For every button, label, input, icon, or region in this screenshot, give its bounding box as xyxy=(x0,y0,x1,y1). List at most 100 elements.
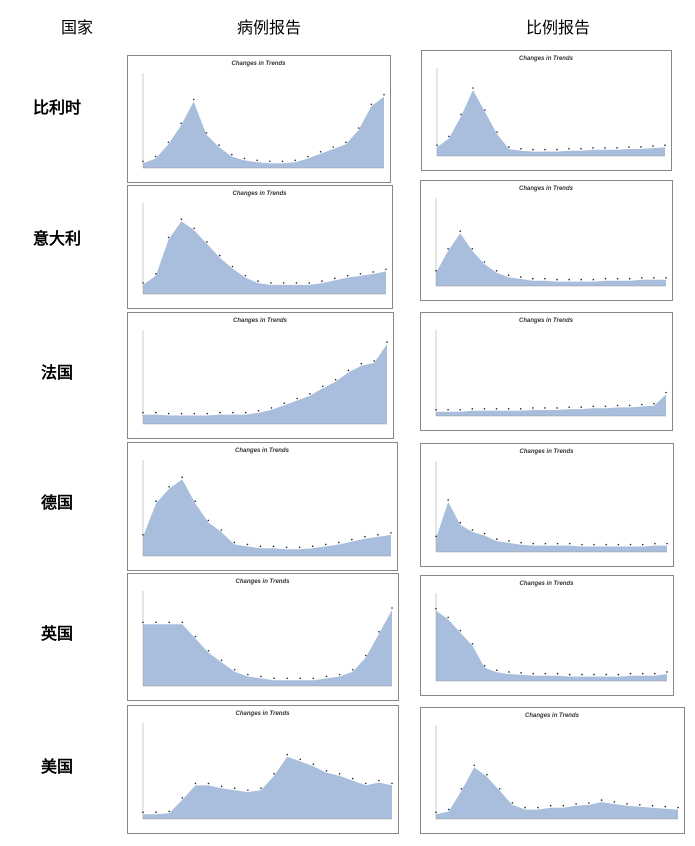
point xyxy=(641,672,644,675)
point xyxy=(285,546,288,549)
point xyxy=(345,141,347,144)
point xyxy=(231,265,234,268)
point xyxy=(507,408,510,410)
point xyxy=(471,248,474,250)
point xyxy=(581,673,583,676)
point xyxy=(181,797,184,799)
point xyxy=(471,529,474,531)
point xyxy=(568,147,570,150)
area xyxy=(436,233,666,286)
point xyxy=(167,141,170,144)
header-cases: 病例报告 xyxy=(237,18,301,37)
point xyxy=(294,159,297,162)
point xyxy=(391,782,393,785)
chart-title: Changes in Trends xyxy=(519,318,574,324)
point xyxy=(364,654,367,657)
point xyxy=(155,621,157,624)
chart-title: Changes in Trends xyxy=(520,581,575,587)
point xyxy=(299,677,302,680)
point xyxy=(351,668,354,671)
point xyxy=(556,278,558,281)
point xyxy=(532,148,534,151)
point xyxy=(495,270,498,272)
point xyxy=(435,535,437,538)
point xyxy=(447,499,449,501)
point xyxy=(508,146,510,148)
point xyxy=(532,277,534,280)
area xyxy=(436,767,678,819)
point xyxy=(593,543,595,546)
point xyxy=(435,811,437,814)
area xyxy=(143,479,391,556)
point xyxy=(370,103,373,106)
point xyxy=(334,277,336,280)
point xyxy=(308,282,311,284)
point xyxy=(588,802,590,804)
point xyxy=(321,280,323,282)
point xyxy=(628,277,631,280)
chart-title: Changes in Trends xyxy=(519,56,574,62)
point xyxy=(486,773,488,776)
point xyxy=(616,147,618,149)
point xyxy=(364,782,367,785)
point xyxy=(270,407,273,409)
point xyxy=(498,788,501,790)
point xyxy=(142,411,144,414)
point xyxy=(556,148,558,151)
point xyxy=(247,673,249,676)
point xyxy=(654,672,656,675)
chart-title: Changes in Trends xyxy=(233,318,288,324)
point xyxy=(142,282,144,284)
point xyxy=(167,412,170,415)
point xyxy=(272,545,275,548)
point xyxy=(520,541,522,544)
point xyxy=(507,274,510,277)
point xyxy=(286,753,288,756)
point xyxy=(325,675,328,678)
point xyxy=(142,534,144,536)
point xyxy=(459,521,462,524)
point xyxy=(180,122,182,125)
point xyxy=(346,274,349,277)
point xyxy=(257,280,259,282)
point xyxy=(520,147,522,150)
point xyxy=(638,803,641,806)
point xyxy=(568,278,570,281)
point xyxy=(544,277,546,280)
point xyxy=(654,542,656,545)
point xyxy=(181,476,183,479)
point xyxy=(580,406,583,408)
point xyxy=(206,241,208,243)
point xyxy=(244,274,247,277)
point xyxy=(256,159,258,162)
point xyxy=(652,145,654,147)
point xyxy=(390,532,392,534)
point xyxy=(168,486,170,488)
point xyxy=(298,546,301,549)
point xyxy=(230,153,233,156)
point xyxy=(311,545,314,548)
point xyxy=(580,278,583,281)
point xyxy=(154,155,157,158)
point xyxy=(286,677,288,680)
point xyxy=(207,782,210,785)
point xyxy=(296,397,298,400)
point xyxy=(568,673,571,676)
point xyxy=(218,254,221,257)
point xyxy=(218,144,220,146)
point xyxy=(351,777,354,780)
point xyxy=(448,135,450,138)
point xyxy=(372,271,375,273)
point xyxy=(640,403,643,406)
point xyxy=(193,412,196,415)
country: 美国 xyxy=(41,757,73,776)
point xyxy=(154,273,157,275)
point xyxy=(496,131,498,133)
point xyxy=(142,811,144,813)
point xyxy=(325,770,328,772)
point xyxy=(385,268,387,271)
point xyxy=(243,157,246,160)
point xyxy=(220,659,223,662)
point xyxy=(273,677,275,680)
